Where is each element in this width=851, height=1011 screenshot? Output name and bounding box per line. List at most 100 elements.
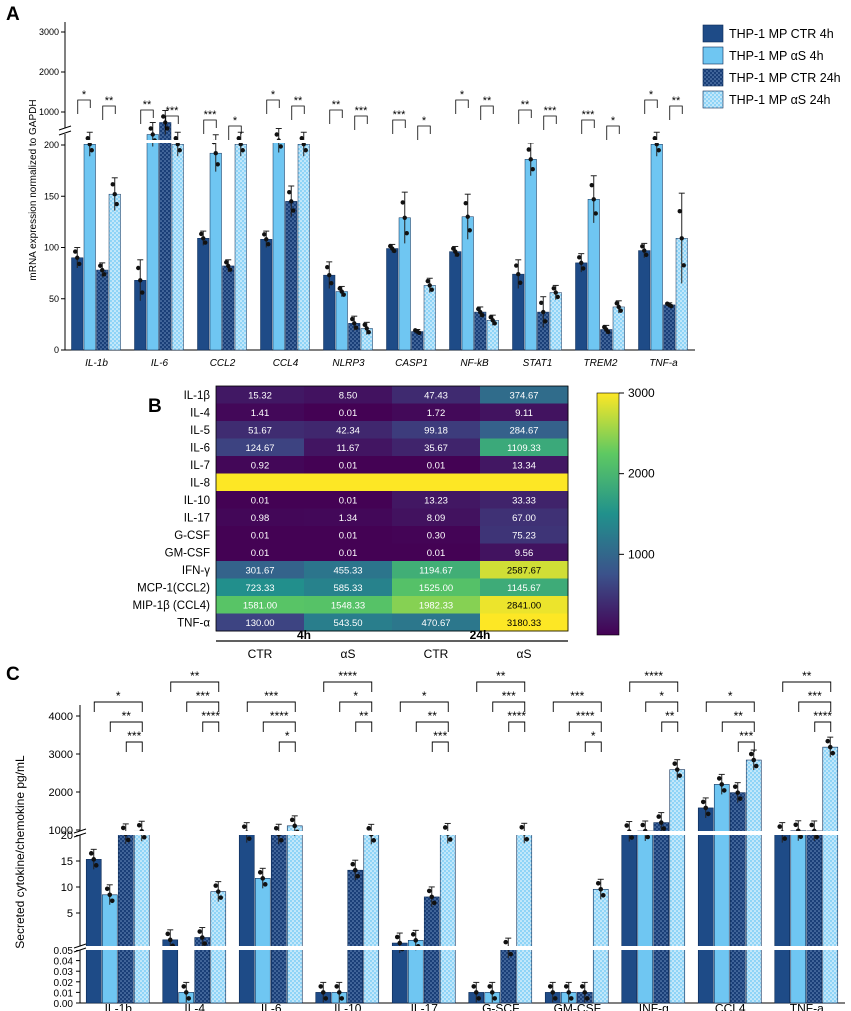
panel-c-sig-label: ** (428, 709, 438, 723)
panel-b-cell (480, 543, 569, 562)
panel-a-bar (612, 306, 625, 351)
panel-c-dot (598, 886, 604, 892)
panel-a-sig-bracket (140, 109, 154, 124)
panel-b-cell-value: 42.34 (336, 425, 360, 436)
panel-a-bar (386, 248, 399, 351)
panel-a-dot (226, 263, 231, 269)
panel-b-cell-value: 0.01 (339, 530, 358, 541)
panel-a-sig-bracket (455, 99, 469, 114)
panel-a-dot (614, 301, 619, 306)
panel-c-sig-label: *** (196, 689, 210, 703)
panel-c-ytick-label: 0.05 (54, 946, 74, 957)
panel-a-sig-bracket (228, 125, 242, 140)
panel-c-sig-label: **** (507, 709, 526, 723)
panel-a-dot (161, 114, 166, 119)
panel-label-c: C (6, 664, 20, 685)
panel-b-cell-value: 1.41 (251, 408, 270, 419)
panel-a-dot (593, 211, 598, 216)
panel-c-sig-bracket (186, 701, 220, 712)
panel-a-sig-label: ** (672, 95, 681, 107)
panel-b-cell-value: 0.01 (251, 495, 270, 506)
panel-b-cell (216, 561, 305, 579)
panel-a-bar (335, 291, 348, 351)
panel-a-dot (518, 280, 523, 285)
panel-c-chart: 100020003000400051015200.000.010.020.030… (49, 669, 845, 1011)
panel-a-dot (341, 292, 346, 297)
panel-a-bar (650, 144, 663, 351)
panel-a-dot (425, 278, 430, 284)
panel-b-cell (392, 456, 481, 474)
panel-a-sig-bracket (518, 109, 532, 124)
panel-c-category-label: GM-CSF (554, 1001, 601, 1011)
panel-c-sig-bracket (415, 721, 449, 732)
panel-b-cell (304, 543, 393, 562)
legend-label-0: THP-1 MP CTR 4h (729, 27, 834, 41)
panel-c-dot (141, 834, 147, 840)
panel-a-bar (146, 134, 159, 351)
panel-b-cell (216, 421, 305, 439)
panel-b-cell (304, 613, 393, 632)
panel-a-dot (589, 182, 594, 188)
panel-a-sig-bracket (606, 125, 620, 140)
panel-b-row-label: IL-10 (184, 495, 210, 507)
panel-a-bar (524, 159, 537, 351)
panel-c-dot (366, 826, 372, 831)
panel-c-dot (186, 996, 192, 1001)
panel-b-cell-value: 99.18 (424, 425, 448, 436)
panel-b-cell-value: 2841.00 (507, 600, 541, 611)
panel-a-ytick-label: 1000 (39, 107, 59, 117)
panel-c-ytick-label: 2000 (49, 787, 73, 799)
panel-b-cell-value: 723.33 (245, 583, 274, 594)
panel-b-cell-value: 0.01 (339, 548, 358, 559)
panel-c-bar (729, 792, 746, 1004)
panel-c-sig-label: * (285, 729, 290, 743)
panel-a-category-label: IL-1b (85, 358, 108, 369)
panel-a-sig-label: *** (544, 105, 558, 117)
panel-b-cell (216, 438, 305, 457)
panel-b-cell (392, 578, 481, 597)
panel-b-cell-value: 8.50 (339, 390, 358, 401)
panel-b-cell-value: 13.23 (424, 495, 448, 506)
panel-c-dot (93, 863, 99, 868)
panel-b-cell-value: 1982.33 (419, 600, 453, 611)
panel-a-dot (677, 209, 682, 214)
panel-c-dot (825, 738, 831, 744)
panel-a-category-label: CASP1 (395, 358, 428, 369)
panel-a-sig-bracket (354, 115, 368, 130)
panel-a-category-label: NF-kB (460, 358, 489, 369)
panel-c-sig-bracket (476, 681, 526, 692)
panel-b-cell (304, 473, 393, 492)
panel-c-dot (426, 888, 432, 894)
panel-a-dot (539, 300, 544, 306)
panel-c-bar (713, 784, 730, 1004)
panel-a-dot (199, 231, 204, 237)
panel-a-bar (272, 140, 285, 351)
panel-b-border (215, 385, 569, 632)
panel-a-dot (591, 197, 596, 202)
panel-c-ytick-label: 0.03 (54, 967, 74, 978)
panel-a-dot (644, 252, 649, 258)
panel-a-dot (352, 321, 357, 326)
panel-c-dot (473, 990, 479, 995)
panel-b-cell (304, 438, 393, 457)
panel-a-ylabel: mRNA expression normalized to GAPDH (28, 99, 39, 280)
panel-b-cell-value: 0.01 (339, 408, 358, 419)
panel-c-bar (621, 831, 638, 1004)
panel-a-ytick-label: 0 (54, 345, 59, 355)
panel-b-cell (216, 508, 305, 527)
panel-c-break-band (74, 831, 845, 835)
panel-b-colorbar-label: 3000 (628, 386, 655, 400)
panel-a-bar (222, 265, 235, 351)
panel-c-ylabel: Secreted cytokine/chemokine pg/mL (13, 755, 27, 949)
panel-a-bar (159, 122, 172, 351)
panel-c-dot (215, 889, 221, 894)
panel-a-dot (89, 148, 94, 153)
panel-a-dot (455, 252, 460, 257)
panel-c-dot (241, 824, 247, 829)
panel-c-dot (88, 851, 94, 856)
panel-c-break-mark (73, 828, 87, 834)
panel-a-sig-label: * (271, 89, 276, 101)
panel-b-cell (216, 473, 305, 492)
panel-a-sig-bracket (203, 119, 217, 134)
panel-c-bar (697, 807, 714, 1004)
